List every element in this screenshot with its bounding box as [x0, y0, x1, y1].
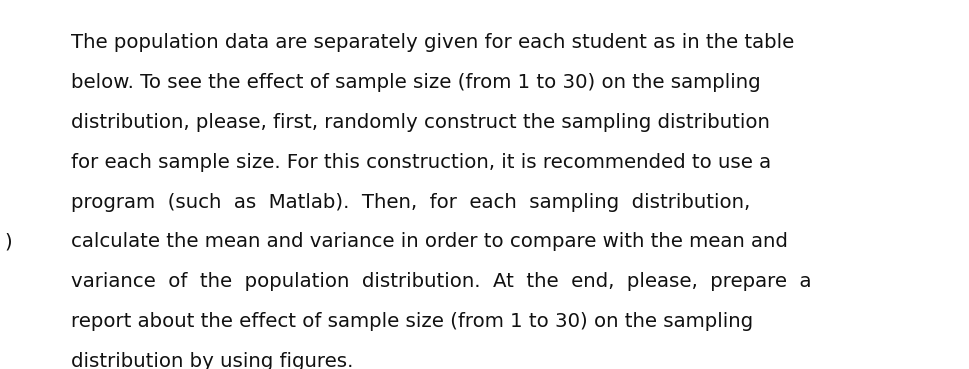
Text: below. To see the effect of sample size (from 1 to 30) on the sampling: below. To see the effect of sample size … [71, 73, 761, 92]
Text: variance  of  the  population  distribution.  At  the  end,  please,  prepare  a: variance of the population distribution.… [71, 272, 811, 291]
Text: distribution, please, first, randomly construct the sampling distribution: distribution, please, first, randomly co… [71, 113, 769, 132]
Text: report about the effect of sample size (from 1 to 30) on the sampling: report about the effect of sample size (… [71, 312, 753, 331]
Text: program  (such  as  Matlab).  Then,  for  each  sampling  distribution,: program (such as Matlab). Then, for each… [71, 193, 750, 211]
Text: ): ) [5, 232, 13, 251]
Text: distribution by using figures.: distribution by using figures. [71, 352, 353, 369]
Text: for each sample size. For this construction, it is recommended to use a: for each sample size. For this construct… [71, 153, 771, 172]
Text: calculate the mean and variance in order to compare with the mean and: calculate the mean and variance in order… [71, 232, 788, 251]
Text: The population data are separately given for each student as in the table: The population data are separately given… [71, 33, 794, 52]
